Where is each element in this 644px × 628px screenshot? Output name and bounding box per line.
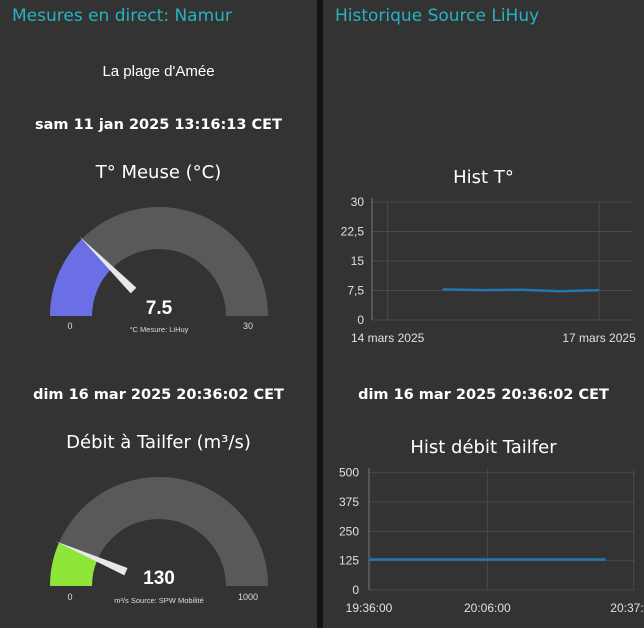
gauge-min-label: 0	[67, 592, 72, 602]
flow-history-chart: 0 125 250 375 500 19:36:00 20:06:00 20:37:00	[339, 466, 644, 615]
flow-gauge: 130 m³/s Source: SPW Mobilité 0 1000	[50, 477, 268, 605]
temp-history-chart: 0 7,5 15 22,5 30 14 mars 2025 17 mars 2025	[341, 195, 636, 345]
temp-gauge: 7.5 °C Mesure: LiHuy 0 30	[50, 207, 268, 334]
series-line	[442, 288, 600, 293]
panel-title: Historique Source LiHuy	[335, 6, 540, 26]
x-tick-label: 14 mars 2025	[351, 331, 425, 345]
gauge-value: 7.5	[146, 298, 173, 319]
temp-date: sam 11 jan 2025 13:16:13 CET	[35, 117, 282, 133]
y-tick-label: 0	[352, 583, 359, 597]
y-tick-label: 375	[339, 495, 359, 509]
panel-title: Mesures en direct: Namur	[12, 6, 232, 26]
gauge-needle	[79, 236, 137, 294]
history-panel: Historique Source LiHuy Hist T° 0 7,5 15 22…	[323, 0, 644, 628]
gauge-fill	[50, 238, 112, 316]
gauge-min-label: 0	[67, 321, 72, 331]
flow-date: dim 16 mar 2025 20:36:02 CET	[33, 387, 284, 403]
y-tick-label: 0	[357, 313, 364, 327]
gauge-max-label: 30	[243, 321, 253, 331]
y-tick-label: 15	[351, 254, 365, 268]
flow-chart-title: Hist débit Tailfer	[410, 437, 557, 458]
gauge-max-label: 1000	[238, 592, 258, 602]
y-tick-label: 500	[339, 466, 359, 480]
x-tick-label: 20:06:00	[464, 601, 511, 615]
flow-gauge-title: Débit à Tailfer (m³/s)	[66, 432, 251, 453]
x-tick-label: 20:37:00	[610, 601, 644, 615]
gauge-units: m³/s Source: SPW Mobilité	[114, 596, 204, 605]
gauge-fill	[50, 542, 98, 586]
gauge-track	[50, 477, 268, 586]
y-tick-label: 125	[339, 554, 359, 568]
x-tick-label: 17 mars 2025	[562, 331, 636, 345]
gauge-units: °C Mesure: LiHuy	[130, 325, 189, 334]
gauge-value: 130	[143, 568, 175, 589]
location-label: La plage d'Amée	[102, 63, 215, 80]
x-tick-label: 19:36:00	[346, 601, 393, 615]
y-tick-label: 22,5	[341, 225, 365, 239]
temp-chart-title: Hist T°	[453, 167, 514, 188]
y-tick-label: 250	[339, 524, 359, 538]
y-tick-label: 30	[351, 195, 365, 209]
temp-gauge-title: T° Meuse (°C)	[95, 162, 222, 183]
flow-chart-date: dim 16 mar 2025 20:36:02 CET	[358, 387, 609, 403]
y-tick-label: 7,5	[347, 284, 364, 298]
gauge-track	[50, 207, 268, 316]
gauge-needle	[55, 541, 128, 576]
live-measures-panel: Mesures en direct: Namur La plage d'Amée…	[0, 0, 317, 628]
